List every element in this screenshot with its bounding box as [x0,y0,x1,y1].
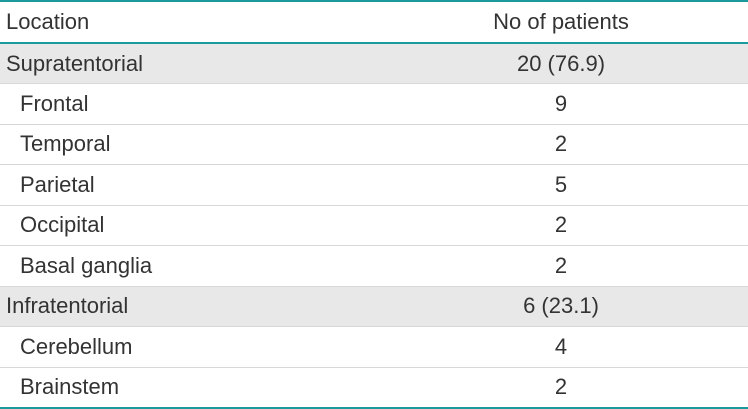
row-patients: 20 (76.9) [374,43,748,84]
row-patients: 2 [374,367,748,409]
row-patients: 2 [374,245,748,287]
table-row-basal-ganglia: Basal ganglia 2 [0,245,748,287]
table-row-parietal: Parietal 5 [0,164,748,206]
row-location: Supratentorial [0,43,374,84]
row-location: Occipital [0,205,374,246]
row-location: Temporal [0,124,374,165]
row-location: Brainstem [0,367,374,409]
table-row-temporal: Temporal 2 [0,124,748,165]
row-patients: 2 [374,205,748,246]
table-row-frontal: Frontal 9 [0,83,748,125]
row-patients: 2 [374,124,748,165]
table-row-brainstem: Brainstem 2 [0,367,748,409]
row-location: Cerebellum [0,326,374,368]
row-location: Basal ganglia [0,245,374,287]
row-patients: 6 (23.1) [374,286,748,327]
table-row-cerebellum: Cerebellum 4 [0,326,748,368]
row-location: Parietal [0,164,374,206]
row-location: Frontal [0,83,374,125]
table-row-supratentorial: Supratentorial 20 (76.9) [0,43,748,84]
header-row: Location No of patients [0,0,748,44]
table-row-infratentorial: Infratentorial 6 (23.1) [0,286,748,327]
row-patients: 5 [374,164,748,206]
table-body: Supratentorial 20 (76.9) Frontal 9 Tempo… [0,43,748,409]
table-row-occipital: Occipital 2 [0,205,748,246]
row-location: Infratentorial [0,286,374,327]
header-location: Location [0,0,374,44]
row-patients: 4 [374,326,748,368]
table-header: Location No of patients [0,0,748,44]
header-patients: No of patients [374,0,748,44]
row-patients: 9 [374,83,748,125]
